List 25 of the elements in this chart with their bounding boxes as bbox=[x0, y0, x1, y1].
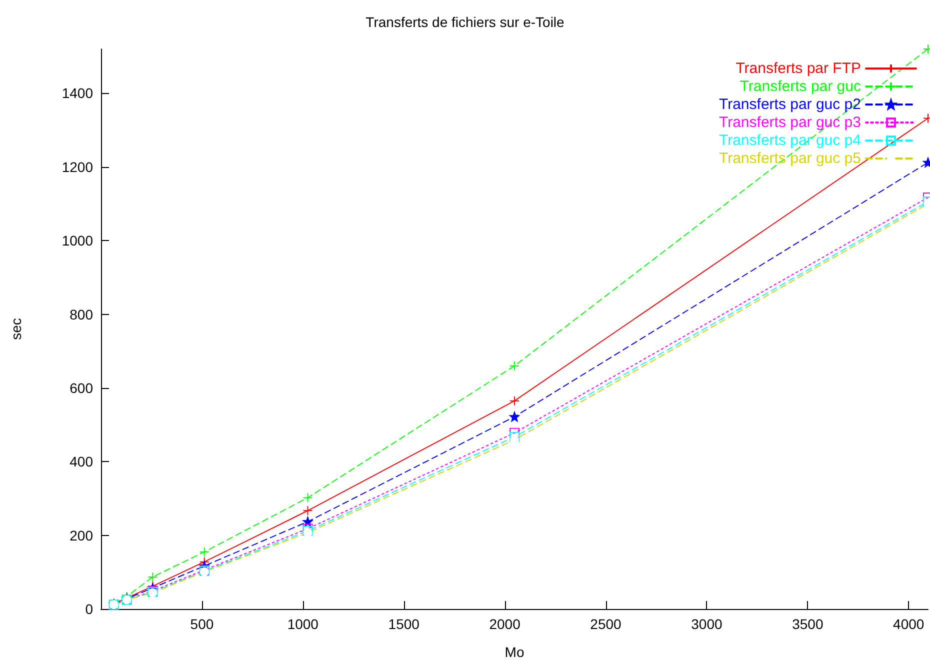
x-tick-label: 2000 bbox=[489, 616, 521, 632]
y-tick-label: 400 bbox=[70, 454, 94, 470]
y-tick-label: 600 bbox=[70, 380, 94, 396]
x-axis-title: Mo bbox=[504, 644, 524, 660]
legend-label: Transferts par guc p3 bbox=[718, 114, 861, 131]
legend-label: Transferts par guc p5 bbox=[718, 150, 861, 167]
chart-title: Transferts de fichiers sur e-Toile bbox=[366, 14, 565, 30]
y-tick-label: 800 bbox=[70, 306, 94, 322]
x-tick-label: 2500 bbox=[590, 616, 622, 632]
x-tick-label: 3000 bbox=[691, 616, 722, 632]
x-tick-label: 3500 bbox=[792, 616, 824, 632]
x-tick-label: 4000 bbox=[893, 616, 924, 632]
legend-label: Transferts par guc p2 bbox=[718, 96, 861, 113]
x-tick-label: 1500 bbox=[388, 616, 420, 632]
y-tick-label: 200 bbox=[70, 527, 94, 544]
y-tick-label: 1200 bbox=[62, 158, 94, 175]
x-tick-label: 1000 bbox=[287, 616, 319, 632]
legend-label: Transferts par guc p4 bbox=[718, 132, 861, 149]
y-tick-label: 1000 bbox=[62, 232, 94, 249]
y-tick-label: 1400 bbox=[62, 85, 94, 102]
x-tick-label: 500 bbox=[190, 616, 214, 632]
y-tick-label: 0 bbox=[85, 601, 94, 617]
legend-label: Transferts par FTP bbox=[736, 60, 861, 77]
legend-label: Transferts par guc bbox=[740, 78, 862, 95]
y-axis-title: sec bbox=[8, 318, 24, 340]
